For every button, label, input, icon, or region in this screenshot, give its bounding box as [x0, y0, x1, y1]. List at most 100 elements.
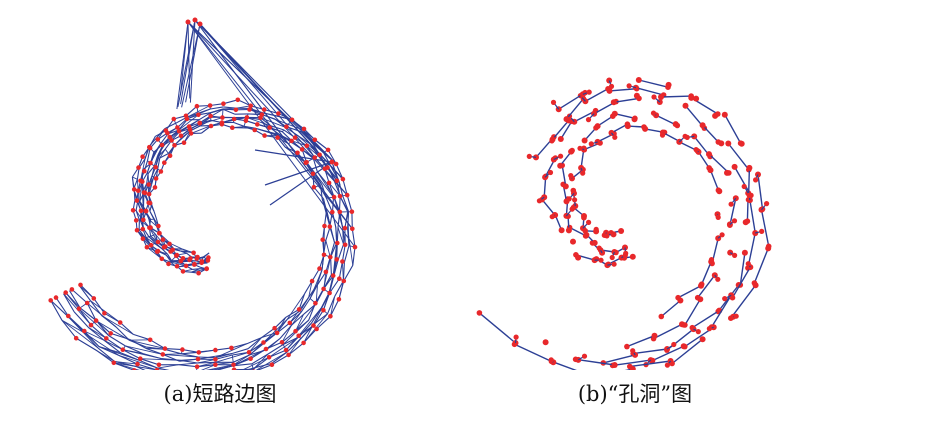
graph-edge: [514, 343, 554, 363]
graph-edge: [697, 151, 710, 169]
graph-edge: [711, 294, 732, 328]
graph-edge: [105, 337, 124, 351]
graph-edge: [264, 161, 333, 186]
graph-edge: [164, 122, 176, 130]
graph-edge: [624, 368, 633, 370]
graph-edge: [243, 125, 256, 129]
graph-node: [550, 99, 557, 105]
graph-edge: [149, 211, 155, 220]
graph-node: [235, 97, 241, 103]
graph-node: [350, 226, 355, 232]
graph-edge: [626, 335, 655, 348]
graph-node: [208, 123, 214, 129]
graph-edge: [327, 167, 339, 181]
graph-edge: [344, 211, 349, 229]
graph-node: [309, 278, 315, 284]
graph-edge: [337, 227, 344, 245]
graph-edge: [569, 226, 587, 237]
graph-node: [677, 297, 684, 304]
graph-edge: [197, 361, 216, 364]
graph-edge: [325, 197, 333, 213]
graph-edge: [328, 182, 335, 198]
graph-node: [693, 95, 700, 102]
graph-node: [147, 144, 152, 150]
graph-node: [48, 298, 53, 303]
graph-edge: [267, 344, 284, 355]
graph-node: [154, 367, 160, 370]
graph-edge: [118, 354, 158, 369]
graph-edge: [82, 331, 99, 349]
graph-node: [342, 242, 348, 248]
graph-edge: [749, 199, 756, 234]
graph-edge: [78, 285, 91, 302]
graph-edge: [178, 362, 198, 366]
graph-edge: [95, 320, 130, 341]
graph-node: [148, 160, 153, 166]
graph-edge: [308, 281, 313, 298]
graph-node: [181, 140, 187, 145]
graph-edge: [300, 298, 311, 313]
graph-node: [718, 140, 725, 147]
graph-node: [267, 125, 272, 130]
graph-edge: [270, 125, 284, 131]
graph-node: [275, 135, 280, 140]
graph-node: [155, 239, 161, 245]
graph-edge: [312, 313, 328, 326]
graph-edge: [161, 248, 168, 255]
graph-node: [569, 206, 575, 212]
graph-edge: [79, 307, 97, 321]
graph-edge: [303, 128, 316, 141]
graph-node: [156, 362, 162, 368]
graph-node: [557, 162, 564, 169]
graph-edge: [135, 210, 140, 221]
graph-edge: [597, 115, 614, 127]
graph-edge: [629, 360, 671, 368]
graph-edge: [281, 330, 296, 343]
graph-node: [331, 194, 337, 200]
graph-node: [547, 169, 554, 176]
graph-node: [333, 161, 339, 167]
graph-edge: [79, 285, 95, 299]
graph-edge: [86, 302, 97, 321]
graph-node: [618, 228, 625, 234]
graph-edge: [185, 23, 201, 103]
graph-node: [138, 356, 143, 362]
graph-edge: [760, 209, 770, 247]
graph-node: [586, 219, 592, 225]
graph-node: [289, 138, 294, 144]
graph-node: [186, 124, 192, 129]
graph-node: [221, 101, 226, 106]
graph-node: [231, 116, 237, 122]
graph-edge: [233, 358, 251, 367]
graph-node: [562, 183, 569, 190]
graph-edge: [329, 299, 340, 317]
graph-node: [557, 136, 564, 142]
graph-edge: [73, 311, 89, 328]
graph-node: [159, 142, 165, 148]
graph-edge: [753, 248, 769, 284]
graph-node: [612, 134, 618, 140]
graph-edge: [113, 362, 137, 367]
graph-node: [146, 182, 151, 187]
graph-edge: [136, 366, 158, 370]
graph-edge: [157, 148, 166, 157]
graph-edge: [311, 268, 320, 282]
graph-edge: [281, 325, 292, 343]
graph-edge: [139, 181, 143, 202]
graph-edge: [75, 337, 97, 351]
graph-node: [140, 154, 145, 159]
graph-node: [558, 227, 565, 234]
graph-edge: [187, 21, 191, 99]
graph-edge: [115, 326, 130, 341]
graph-node: [680, 343, 687, 350]
graph-edge: [338, 261, 343, 279]
graph-node: [196, 112, 201, 118]
graph-edge: [612, 359, 651, 367]
graph-node: [650, 110, 657, 116]
graph-node: [722, 296, 728, 302]
graph-edge: [95, 320, 110, 336]
graph-node: [626, 83, 632, 89]
graph-node: [69, 287, 75, 292]
graph-node: [262, 133, 267, 138]
graph-edge: [236, 105, 251, 109]
